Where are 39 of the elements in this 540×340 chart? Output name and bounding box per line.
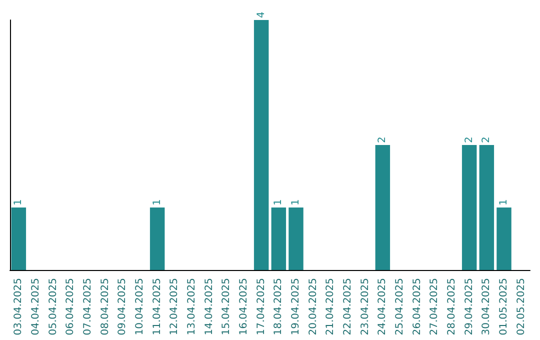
- data-label: 4: [256, 12, 267, 18]
- x-tick-label: 19.04.2025: [290, 278, 302, 336]
- x-tick-label: 18.04.2025: [273, 278, 284, 336]
- x-tick-label: 23.04.2025: [360, 278, 371, 336]
- x-tick-label: 12.04.2025: [169, 278, 180, 336]
- x-tick-label: 10.04.2025: [134, 278, 146, 336]
- data-label: 1: [13, 199, 24, 206]
- x-tick-label: 29.04.2025: [464, 278, 475, 336]
- x-tick-label: 21.04.2025: [325, 278, 336, 336]
- x-tick-label: 09.04.2025: [117, 278, 128, 336]
- data-label: 1: [152, 199, 163, 206]
- x-tick-label: 15.04.2025: [221, 278, 232, 336]
- x-tick-label: 05.04.2025: [48, 278, 59, 336]
- x-tick-label: 26.04.2025: [412, 278, 423, 336]
- x-tick-label: 25.04.2025: [394, 278, 406, 336]
- data-label: 2: [481, 136, 492, 143]
- data-label: 2: [377, 136, 388, 143]
- x-tick-label: 01.05.2025: [498, 278, 510, 336]
- x-tick-label: 06.04.2025: [65, 278, 76, 336]
- x-tick-label: 22.04.2025: [342, 278, 354, 336]
- x-tick-label: 14.04.2025: [204, 278, 215, 336]
- x-tick-label: 16.04.2025: [238, 278, 250, 336]
- x-tick-label: 13.04.2025: [186, 278, 198, 336]
- x-tick-label: 11.04.2025: [152, 278, 163, 336]
- x-tick-label: 03.04.2025: [13, 278, 24, 336]
- x-tick-label: 30.04.2025: [481, 278, 492, 336]
- x-tick-label: 07.04.2025: [82, 278, 94, 336]
- data-label: 1: [290, 199, 302, 206]
- x-tick-label: 24.04.2025: [377, 278, 388, 336]
- x-tick-label: 04.04.2025: [30, 278, 42, 336]
- x-tick-label: 02.05.2025: [516, 278, 527, 336]
- data-label: 1: [498, 199, 510, 206]
- x-tick-label: 20.04.2025: [308, 278, 319, 336]
- x-tick-label: 27.04.2025: [429, 278, 440, 336]
- x-tick-label: 28.04.2025: [446, 278, 458, 336]
- x-tick-label: 08.04.2025: [100, 278, 111, 336]
- data-label: 2: [464, 136, 475, 143]
- data-label: 1: [273, 199, 284, 206]
- x-tick-label: 17.04.2025: [256, 278, 267, 336]
